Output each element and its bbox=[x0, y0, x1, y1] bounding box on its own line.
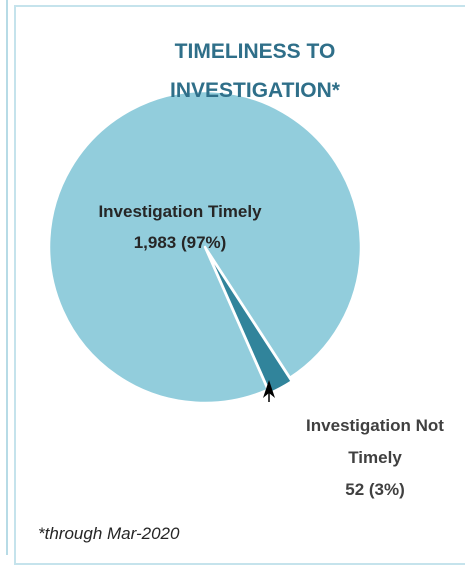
slice-value: 52 (3%) bbox=[345, 480, 405, 499]
slice-label: Investigation Timely 1,983 (97%) bbox=[60, 196, 300, 258]
chart-title: TIMELINESS TO INVESTIGATION* bbox=[170, 40, 340, 102]
footnote: *through Mar-2020 bbox=[38, 524, 180, 543]
leader-arrow bbox=[263, 380, 275, 398]
slice-name: Investigation Not Timely bbox=[306, 416, 444, 467]
panel-edge bbox=[0, 0, 8, 555]
pie-slice bbox=[47, 89, 363, 405]
slice-name: Investigation Timely bbox=[98, 202, 262, 221]
slice-label: Investigation Not Timely 52 (3%) bbox=[290, 410, 460, 506]
slice-value: 1,983 (97%) bbox=[133, 233, 227, 252]
